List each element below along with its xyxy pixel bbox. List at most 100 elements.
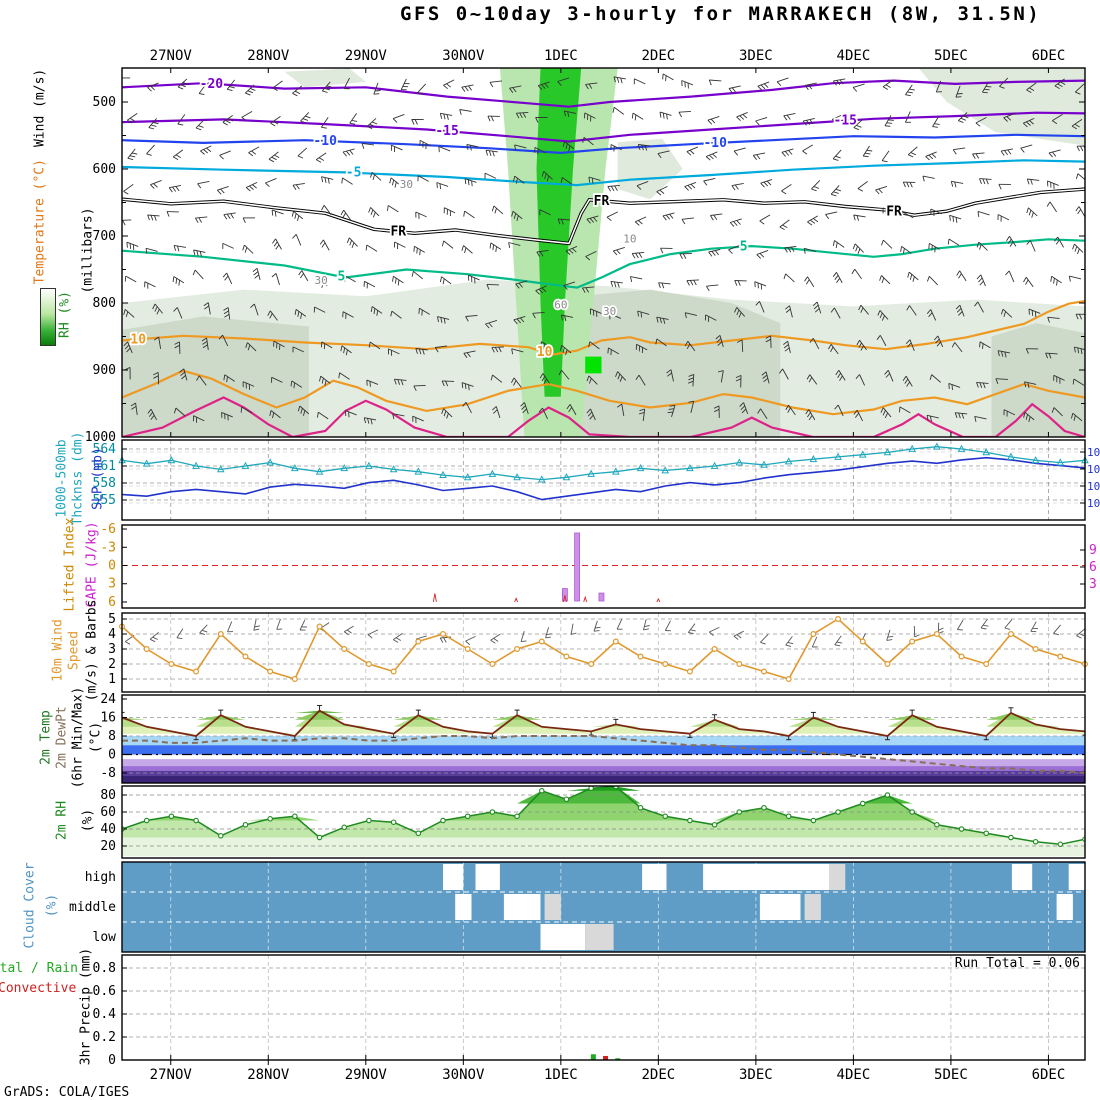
svg-text:500: 500 xyxy=(93,95,116,110)
cloud-segment xyxy=(1068,864,1085,890)
svg-text:6DEC: 6DEC xyxy=(1032,1067,1066,1083)
svg-text:5: 5 xyxy=(740,240,748,255)
svg-text:low: low xyxy=(93,930,117,945)
svg-text:middle: middle xyxy=(69,900,116,915)
minmax-axis-label: (6hr Min/Max) xyxy=(70,686,86,789)
lifted-index-spike xyxy=(562,595,567,603)
rh2m-line xyxy=(122,786,1085,846)
cloud-segment xyxy=(503,894,541,920)
temperature-axis-label: Temperature (°C) xyxy=(32,159,48,285)
svg-text:5DEC: 5DEC xyxy=(934,48,968,64)
svg-text:-6: -6 xyxy=(100,522,116,537)
svg-text:0.4: 0.4 xyxy=(93,1007,117,1022)
svg-text:-20: -20 xyxy=(200,77,224,92)
rh2m-panel xyxy=(122,786,1085,857)
cape-bar xyxy=(598,592,605,602)
svg-text:10: 10 xyxy=(130,332,146,347)
svg-text:4DEC: 4DEC xyxy=(837,1067,871,1083)
svg-text:high: high xyxy=(85,870,116,885)
svg-text:0: 0 xyxy=(108,1053,116,1068)
precip-bar xyxy=(590,1054,596,1060)
run-total-text: Run Total = 0.06 xyxy=(954,956,1080,971)
lifted-index-spike xyxy=(432,593,437,603)
svg-text:0.2: 0.2 xyxy=(93,1030,116,1045)
wind-axis-label: Wind (m/s) xyxy=(32,68,48,148)
svg-text:1017: 1017 xyxy=(1087,497,1100,510)
svg-text:-15: -15 xyxy=(834,114,857,129)
svg-text:9: 9 xyxy=(1089,543,1097,558)
cape-bar xyxy=(574,532,580,602)
svg-text:3: 3 xyxy=(1089,577,1097,592)
pressure-section-panel: -20 -15 -15 -10 -10 -5 FR FR FR 5 5 10 10 30 30 30 10 60 xyxy=(122,68,1085,437)
slp-line xyxy=(121,456,1086,501)
svg-text:10: 10 xyxy=(537,345,553,360)
thickness-line xyxy=(121,446,1086,481)
svg-text:1020: 1020 xyxy=(1087,480,1100,493)
svg-text:2DEC: 2DEC xyxy=(641,48,675,64)
millibars-axis-label: (millibars) xyxy=(80,207,96,294)
svg-text:4DEC: 4DEC xyxy=(837,48,871,64)
svg-text:561: 561 xyxy=(93,459,116,474)
cloud-segment xyxy=(804,894,821,920)
precip-convective-legend: Convective xyxy=(0,981,77,996)
wind10m-panel xyxy=(125,618,1086,648)
svg-text:FR: FR xyxy=(594,194,610,209)
svg-text:6DEC: 6DEC xyxy=(1032,48,1066,64)
svg-text:5: 5 xyxy=(108,612,116,627)
svg-text:30NOV: 30NOV xyxy=(442,48,485,64)
cloud-segment xyxy=(829,864,846,890)
grads-footer: GrADS: COLA/IGES xyxy=(4,1085,130,1100)
svg-text:60: 60 xyxy=(554,298,567,311)
svg-text:30: 30 xyxy=(314,274,327,287)
svg-text:80: 80 xyxy=(100,788,116,803)
svg-text:700: 700 xyxy=(93,229,116,244)
svg-text:3DEC: 3DEC xyxy=(739,48,773,64)
svg-text:30NOV: 30NOV xyxy=(442,1067,485,1083)
svg-text:-5: -5 xyxy=(346,166,362,181)
svg-text:29NOV: 29NOV xyxy=(345,1067,388,1083)
svg-text:0.6: 0.6 xyxy=(93,984,116,999)
svg-text:6: 6 xyxy=(108,595,116,610)
svg-text:1023: 1023 xyxy=(1087,463,1100,476)
wind10m-axis-label-3: (m/s) & Barbs xyxy=(84,599,100,702)
cloud-segment xyxy=(703,864,830,890)
cloud-segment xyxy=(642,864,667,890)
svg-text:555: 555 xyxy=(93,493,116,508)
cloud-segment xyxy=(1056,894,1073,920)
svg-text:30: 30 xyxy=(400,178,413,191)
svg-text:0.8: 0.8 xyxy=(93,961,116,976)
svg-text:-8: -8 xyxy=(100,766,116,781)
svg-text:29NOV: 29NOV xyxy=(345,48,388,64)
main-left-axis-label: Temperature (°C) Wind (m/s) xyxy=(33,27,48,327)
svg-text:28NOV: 28NOV xyxy=(247,48,290,64)
cloud-segment xyxy=(1011,864,1033,890)
svg-text:-15: -15 xyxy=(435,124,458,139)
svg-text:40: 40 xyxy=(100,822,116,837)
cloud-segment xyxy=(475,864,500,890)
cape-bar xyxy=(561,588,568,602)
svg-text:-10: -10 xyxy=(313,134,337,149)
svg-text:1026: 1026 xyxy=(1087,446,1100,459)
temp2m-line xyxy=(122,709,1085,737)
dewpoint-line xyxy=(122,735,1085,774)
svg-text:3DEC: 3DEC xyxy=(739,1067,773,1083)
svg-text:6: 6 xyxy=(1089,560,1097,575)
precip-bar xyxy=(615,1058,621,1060)
cloud-segment xyxy=(585,924,614,950)
svg-text:28NOV: 28NOV xyxy=(247,1067,290,1083)
svg-text:8: 8 xyxy=(108,729,116,744)
cloud-segment xyxy=(544,894,561,920)
cloud-unit-label: (%) xyxy=(44,893,60,918)
svg-text:20: 20 xyxy=(100,839,116,854)
precip-total-legend: Total / Rain xyxy=(0,961,78,976)
svg-text:4: 4 xyxy=(108,627,116,642)
svg-text:558: 558 xyxy=(93,476,116,491)
svg-text:0: 0 xyxy=(108,748,116,763)
svg-text:0: 0 xyxy=(108,559,116,574)
svg-text:5: 5 xyxy=(338,270,346,285)
svg-text:1: 1 xyxy=(108,672,116,687)
cloud-segment xyxy=(540,924,586,950)
svg-text:16: 16 xyxy=(100,711,116,726)
